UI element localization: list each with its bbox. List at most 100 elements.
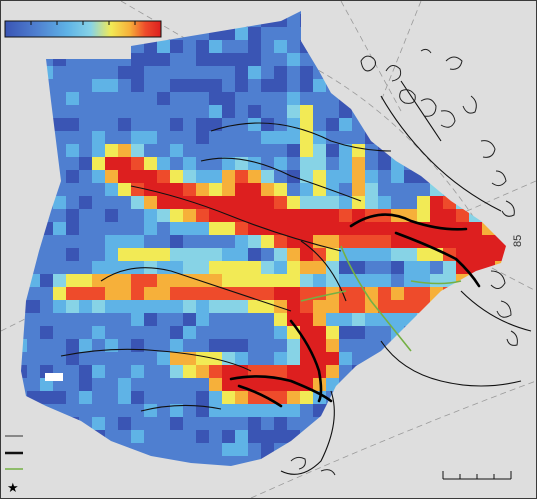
heatmap-cell bbox=[313, 14, 326, 27]
heatmap-cell bbox=[404, 196, 417, 209]
heatmap-cell bbox=[339, 469, 352, 482]
heatmap-cell bbox=[170, 209, 183, 222]
heatmap-cell bbox=[170, 404, 183, 417]
heatmap-cell bbox=[144, 287, 157, 300]
heatmap-cell bbox=[92, 92, 105, 105]
heatmap-cell bbox=[118, 118, 131, 131]
heatmap-cell bbox=[352, 144, 365, 157]
heatmap-cell bbox=[27, 417, 40, 430]
heatmap-cell bbox=[79, 300, 92, 313]
heatmap-cell bbox=[495, 404, 506, 417]
heatmap-cell bbox=[209, 209, 222, 222]
heatmap-cell bbox=[248, 235, 261, 248]
heatmap-cell bbox=[443, 430, 456, 443]
heatmap-cell bbox=[274, 66, 287, 79]
heatmap-cell bbox=[105, 404, 118, 417]
heatmap-cell bbox=[261, 209, 274, 222]
heatmap-cell bbox=[144, 40, 157, 53]
heatmap-cell bbox=[508, 157, 521, 170]
heatmap-cell bbox=[534, 105, 536, 118]
heatmap-cell bbox=[287, 40, 300, 53]
heatmap-cell bbox=[352, 469, 365, 482]
heatmap-cell bbox=[430, 235, 443, 248]
heatmap-cell bbox=[196, 469, 209, 482]
heatmap-cell bbox=[404, 313, 417, 326]
heatmap-cell bbox=[534, 92, 536, 105]
heatmap-cell bbox=[40, 417, 53, 430]
heatmap-cell bbox=[430, 326, 443, 339]
heatmap-cell bbox=[326, 183, 339, 196]
heatmap-cell bbox=[469, 261, 482, 274]
heatmap-cell bbox=[235, 105, 248, 118]
heatmap-cell bbox=[313, 404, 326, 417]
heatmap-cell bbox=[313, 79, 326, 92]
heatmap-cell bbox=[209, 456, 222, 466]
heatmap-cell bbox=[105, 430, 118, 443]
heatmap-cell bbox=[209, 92, 222, 105]
heatmap-cell bbox=[352, 105, 365, 118]
heatmap-cell bbox=[209, 196, 222, 209]
heatmap-cell bbox=[1, 313, 14, 326]
heatmap-cell bbox=[66, 443, 79, 456]
heatmap-cell bbox=[27, 326, 40, 339]
heatmap-cell bbox=[534, 53, 536, 66]
heatmap-cell bbox=[521, 183, 534, 196]
heatmap-cell bbox=[105, 183, 118, 196]
heatmap-cell bbox=[495, 417, 506, 430]
heatmap-cell bbox=[287, 456, 300, 466]
heatmap-cell bbox=[300, 313, 313, 326]
heatmap-cell bbox=[443, 274, 456, 287]
heatmap-cell bbox=[144, 248, 157, 261]
heatmap-cell bbox=[261, 27, 274, 40]
heatmap-cell bbox=[105, 261, 118, 274]
heatmap-cell bbox=[79, 365, 92, 378]
heatmap-cell bbox=[404, 495, 417, 498]
heatmap-cell bbox=[482, 40, 495, 53]
heatmap-cell bbox=[261, 443, 274, 456]
heatmap-cell bbox=[235, 300, 248, 313]
heatmap-cell bbox=[131, 40, 144, 53]
heatmap-cell bbox=[183, 144, 196, 157]
heatmap-cell bbox=[170, 430, 183, 443]
heatmap-cell bbox=[391, 469, 404, 482]
heatmap-cell bbox=[443, 11, 456, 14]
heatmap-cell bbox=[287, 53, 300, 66]
heatmap-cell bbox=[508, 66, 521, 79]
heatmap-cell bbox=[222, 391, 235, 404]
heatmap-cell bbox=[365, 40, 378, 53]
heatmap-cell bbox=[352, 92, 365, 105]
heatmap-cell bbox=[495, 222, 506, 235]
heatmap-cell bbox=[235, 469, 248, 482]
heatmap-cell bbox=[196, 11, 209, 14]
heatmap-cell bbox=[456, 209, 469, 222]
heatmap-cell bbox=[66, 92, 79, 105]
heatmap-cell bbox=[1, 209, 14, 222]
heatmap-cell bbox=[144, 365, 157, 378]
heatmap-cell bbox=[521, 157, 534, 170]
heatmap-cell bbox=[508, 417, 521, 430]
heatmap-cell bbox=[300, 79, 313, 92]
heatmap-cell bbox=[66, 53, 79, 66]
heatmap-cell bbox=[404, 378, 417, 391]
heatmap-cell bbox=[430, 131, 443, 144]
heatmap-cell bbox=[482, 170, 495, 183]
heatmap-cell bbox=[417, 131, 430, 144]
heatmap-cell bbox=[248, 456, 261, 466]
heatmap-cell bbox=[27, 79, 40, 92]
heatmap-cell bbox=[352, 404, 365, 417]
heatmap-cell bbox=[352, 222, 365, 235]
heatmap-cell bbox=[534, 443, 536, 456]
heatmap-cell bbox=[534, 66, 536, 79]
heatmap-cell bbox=[417, 352, 430, 365]
heatmap-cell bbox=[66, 261, 79, 274]
heatmap-cell bbox=[105, 365, 118, 378]
heatmap-cell bbox=[261, 417, 274, 430]
heatmap-cell bbox=[248, 105, 261, 118]
heatmap-cell bbox=[53, 157, 66, 170]
heatmap-cell bbox=[443, 66, 456, 79]
heatmap-cell bbox=[378, 27, 391, 40]
heatmap-cell bbox=[534, 183, 536, 196]
heatmap-cell bbox=[313, 495, 326, 498]
heatmap-cell bbox=[131, 131, 144, 144]
heatmap-cell bbox=[118, 287, 131, 300]
